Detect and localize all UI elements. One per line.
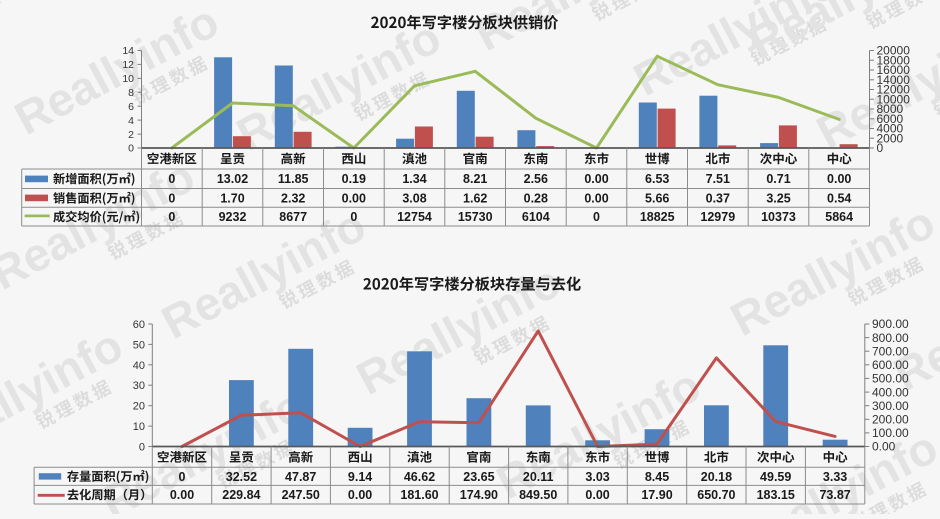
svg-text:3.03: 3.03 (585, 470, 609, 484)
svg-text:9232: 9232 (219, 210, 247, 224)
svg-text:0.54: 0.54 (827, 192, 851, 206)
svg-text:6.53: 6.53 (645, 172, 669, 186)
svg-text:18825: 18825 (640, 210, 675, 224)
svg-text:0.00: 0.00 (827, 172, 851, 186)
svg-text:8000: 8000 (877, 102, 904, 116)
svg-text:0.00: 0.00 (342, 192, 366, 206)
svg-text:10: 10 (133, 421, 145, 433)
svg-text:0.00: 0.00 (585, 488, 609, 502)
svg-text:13.02: 13.02 (217, 172, 248, 186)
svg-text:50: 50 (133, 339, 145, 351)
svg-text:8: 8 (128, 87, 134, 99)
svg-text:2: 2 (128, 129, 134, 141)
svg-text:0: 0 (593, 210, 600, 224)
svg-text:229.84: 229.84 (222, 488, 260, 502)
svg-text:2.32: 2.32 (281, 192, 305, 206)
svg-text:12: 12 (122, 59, 134, 71)
svg-text:100.00: 100.00 (872, 426, 909, 440)
svg-text:800.00: 800.00 (872, 331, 909, 345)
svg-text:7.51: 7.51 (706, 172, 730, 186)
svg-text:9.14: 9.14 (348, 470, 372, 484)
svg-text:200.00: 200.00 (872, 413, 909, 427)
svg-text:4: 4 (128, 115, 134, 127)
svg-text:46.62: 46.62 (404, 470, 435, 484)
svg-text:8677: 8677 (279, 210, 307, 224)
svg-text:181.60: 181.60 (400, 488, 438, 502)
svg-text:20.11: 20.11 (523, 470, 554, 484)
svg-text:0.71: 0.71 (766, 172, 790, 186)
svg-text:12979: 12979 (700, 210, 735, 224)
svg-text:20: 20 (133, 401, 145, 413)
svg-text:10000: 10000 (877, 93, 911, 107)
svg-text:47.87: 47.87 (285, 470, 316, 484)
svg-text:900.00: 900.00 (872, 317, 909, 331)
svg-text:14000: 14000 (877, 73, 911, 87)
svg-text:5.66: 5.66 (645, 192, 669, 206)
svg-text:0.00: 0.00 (170, 488, 194, 502)
svg-text:16000: 16000 (877, 63, 911, 77)
svg-text:2000: 2000 (877, 131, 904, 145)
svg-text:0: 0 (168, 172, 175, 186)
svg-text:6: 6 (128, 101, 134, 113)
svg-text:700.00: 700.00 (872, 344, 909, 358)
svg-text:0: 0 (139, 442, 145, 454)
svg-text:73.87: 73.87 (819, 488, 850, 502)
svg-text:3.33: 3.33 (823, 470, 847, 484)
svg-text:5864: 5864 (825, 210, 853, 224)
svg-text:15730: 15730 (458, 210, 493, 224)
svg-text:849.50: 849.50 (519, 488, 557, 502)
svg-text:0.00: 0.00 (348, 488, 372, 502)
svg-text:650.70: 650.70 (697, 488, 735, 502)
svg-text:17.90: 17.90 (641, 488, 672, 502)
svg-text:8.21: 8.21 (463, 172, 487, 186)
svg-text:300.00: 300.00 (872, 399, 909, 413)
svg-text:3.25: 3.25 (766, 192, 790, 206)
svg-text:14: 14 (122, 45, 134, 57)
svg-text:0: 0 (168, 192, 175, 206)
svg-text:6000: 6000 (877, 112, 904, 126)
svg-text:6104: 6104 (522, 210, 550, 224)
svg-text:12000: 12000 (877, 83, 911, 97)
svg-text:1.70: 1.70 (220, 192, 244, 206)
svg-text:2.56: 2.56 (524, 172, 548, 186)
svg-text:183.15: 183.15 (757, 488, 795, 502)
svg-text:0.00: 0.00 (584, 172, 608, 186)
svg-text:0: 0 (128, 143, 134, 155)
svg-text:40: 40 (133, 360, 145, 372)
svg-text:60: 60 (133, 319, 145, 331)
svg-text:0.37: 0.37 (706, 192, 730, 206)
svg-text:0: 0 (350, 210, 357, 224)
svg-text:0: 0 (877, 141, 884, 155)
svg-text:1.62: 1.62 (463, 192, 487, 206)
svg-text:247.50: 247.50 (282, 488, 320, 502)
svg-text:174.90: 174.90 (460, 488, 498, 502)
svg-text:8.45: 8.45 (645, 470, 669, 484)
svg-text:11.85: 11.85 (278, 172, 309, 186)
svg-text:32.52: 32.52 (226, 470, 257, 484)
svg-text:10373: 10373 (761, 210, 796, 224)
svg-text:30: 30 (133, 380, 145, 392)
svg-text:4000: 4000 (877, 122, 904, 136)
svg-text:0.00: 0.00 (872, 440, 896, 454)
svg-text:18000: 18000 (877, 54, 911, 68)
svg-text:600.00: 600.00 (872, 358, 909, 372)
svg-text:0.19: 0.19 (342, 172, 366, 186)
svg-text:400.00: 400.00 (872, 385, 909, 399)
svg-text:20.18: 20.18 (701, 470, 732, 484)
svg-text:12754: 12754 (397, 210, 432, 224)
svg-text:20000: 20000 (877, 44, 911, 58)
svg-text:0: 0 (179, 470, 186, 484)
svg-text:0.00: 0.00 (584, 192, 608, 206)
svg-text:0.28: 0.28 (524, 192, 548, 206)
svg-text:0: 0 (168, 210, 175, 224)
svg-text:500.00: 500.00 (872, 372, 909, 386)
svg-text:1.34: 1.34 (402, 172, 426, 186)
svg-text:49.59: 49.59 (760, 470, 791, 484)
svg-text:10: 10 (122, 73, 134, 85)
svg-text:3.08: 3.08 (402, 192, 426, 206)
svg-text:23.65: 23.65 (463, 470, 494, 484)
